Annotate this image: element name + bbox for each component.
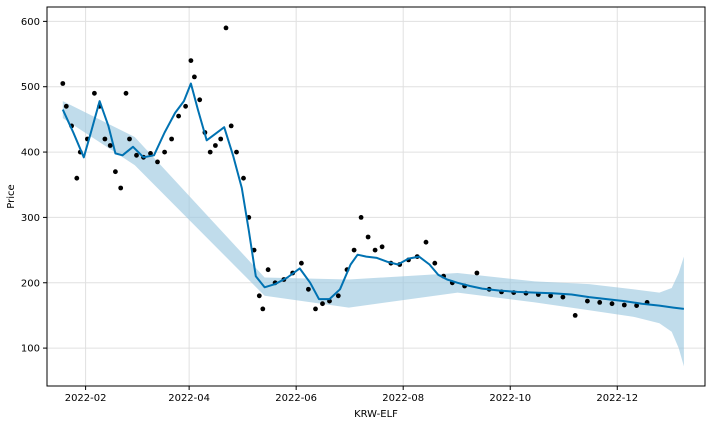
actual-point [223,25,229,31]
actual-point [306,286,311,292]
actual-point [548,293,553,299]
y-tick-label: 400 [21,148,40,159]
actual-point [621,302,627,308]
actual-point [474,270,480,276]
actual-point [379,244,385,250]
actual-point [123,90,129,96]
forecast-line [61,82,685,310]
actual-point [197,97,203,103]
x-tick-label: 2022-06 [275,393,317,404]
actual-point [335,293,341,299]
x-tick-label: 2022-12 [596,393,638,404]
actual-point [118,185,124,191]
actual-point [74,175,80,181]
actual-point [320,301,325,307]
uncertainty-band [62,101,684,367]
actual-point [609,301,615,307]
actual-point [162,149,168,155]
actual-point [148,151,153,156]
y-tick-label: 300 [21,213,40,224]
actual-point [192,74,197,80]
actual-point [313,306,318,312]
actual-point [365,234,371,240]
actual-point [176,113,182,119]
actual-point [207,149,213,155]
actual-point [351,247,357,253]
actual-point [265,267,271,273]
actual-point [188,58,194,63]
actual-point [113,169,118,175]
actual-point [218,136,224,142]
actual-point [228,123,234,129]
actual-point [60,81,66,86]
actual-point [597,300,603,305]
y-tick-label: 600 [21,17,40,28]
actual-point [213,143,218,148]
x-tick-label: 2022-10 [489,393,531,404]
plot-frame [46,6,706,387]
y-tick-label: 100 [21,344,40,355]
actual-point [372,247,378,253]
x-tick-label: 2022-02 [65,393,107,404]
actual-point [102,136,108,142]
actual-point [572,313,578,318]
actual-point [432,260,438,266]
actual-point [155,159,160,165]
axis-ticks: 2022-02 2022-04 2022-06 2022-08 2022-10 2022-… [21,17,638,404]
actual-point [260,306,266,312]
x-axis-label: KRW-ELF [354,409,398,420]
y-axis-label: Price [6,184,17,208]
actual-point [63,103,69,109]
x-tick-label: 2022-08 [382,393,424,404]
actual-point [107,143,113,148]
grid-lines [47,7,705,386]
actual-point [134,152,139,158]
actual-point [92,90,97,96]
actual-point [634,303,639,308]
actual-point [358,215,364,220]
actual-point [234,149,239,155]
actual-point [183,103,189,109]
actual-point [241,175,246,181]
y-tick-label: 200 [21,278,40,289]
actual-point [169,136,175,142]
actual-point [256,293,262,299]
y-tick-label: 500 [21,82,40,93]
actual-point [585,298,590,304]
actual-point [127,136,132,142]
x-tick-label: 2022-04 [168,393,210,404]
actual-point [299,260,304,266]
actual-point [423,239,429,245]
actual-point [560,294,566,300]
